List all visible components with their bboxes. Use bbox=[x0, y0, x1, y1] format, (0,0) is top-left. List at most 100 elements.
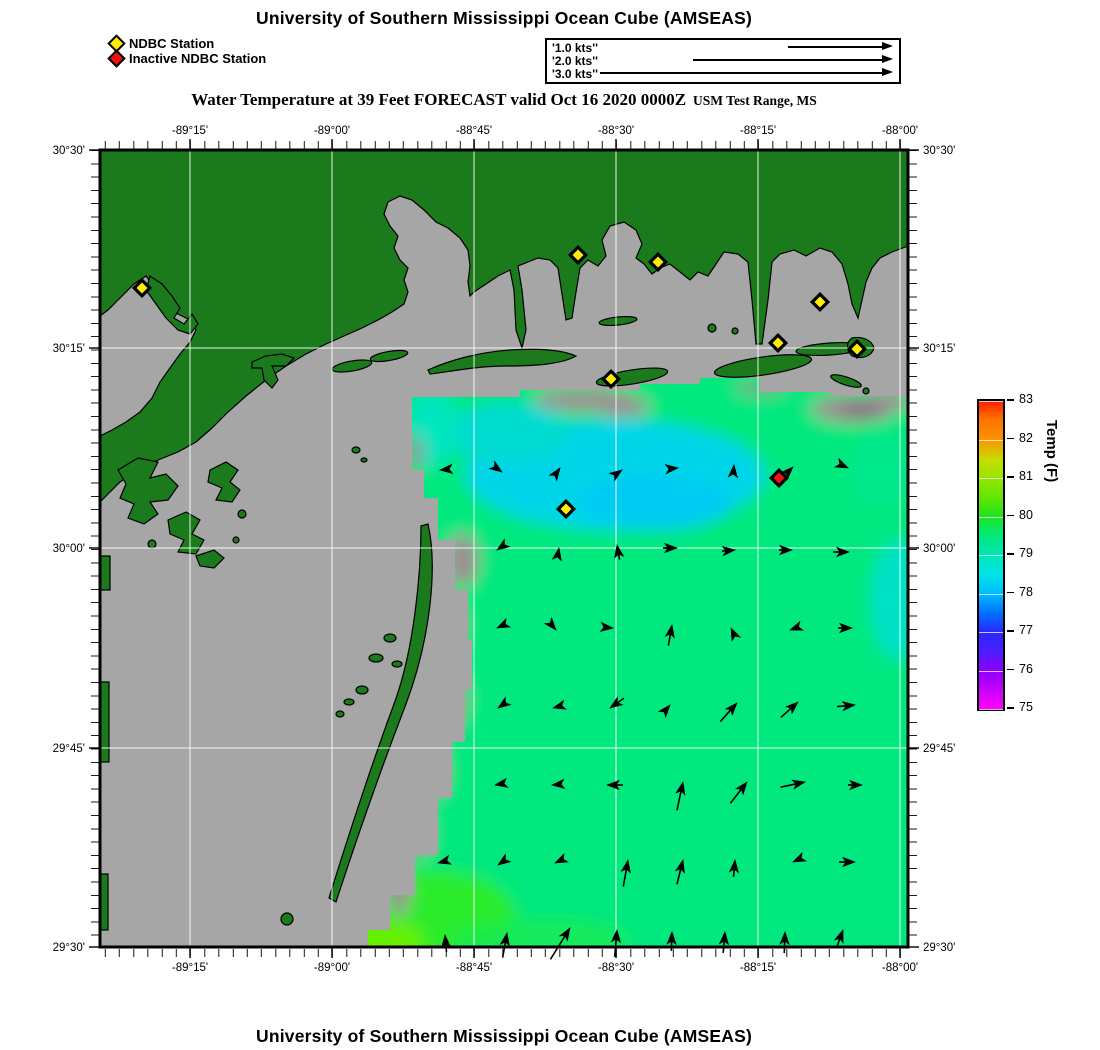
station-legend: NDBC Station Inactive NDBC Station bbox=[107, 34, 266, 68]
current-arrow bbox=[848, 779, 863, 791]
arrow-head-icon bbox=[724, 702, 738, 717]
longitude-label-top: -88°15' bbox=[740, 125, 776, 137]
latitude-label-left: 29°30' bbox=[53, 942, 85, 954]
current-arrow bbox=[497, 696, 512, 709]
arrow-head-icon bbox=[675, 781, 686, 796]
arrow-head-icon bbox=[780, 466, 794, 480]
chandeleur-islands bbox=[328, 523, 433, 903]
arrow-head-icon bbox=[608, 469, 623, 482]
colorbar-tick bbox=[1007, 553, 1014, 555]
arrow-head-icon bbox=[558, 927, 571, 942]
colorbar-gridline bbox=[979, 555, 1003, 556]
arrow-head-icon bbox=[606, 779, 620, 791]
chandeleur-islet bbox=[391, 660, 403, 668]
delta-sliver bbox=[100, 873, 109, 931]
latitude-label-left: 30°30' bbox=[53, 145, 85, 157]
arrow-head-icon bbox=[779, 931, 790, 946]
current-arrow bbox=[730, 627, 742, 642]
inactive-ndbc-station-marker-icon bbox=[768, 467, 790, 489]
current-arrow bbox=[543, 616, 557, 631]
arrow-head-icon bbox=[834, 457, 849, 469]
longitude-label-bottom: -88°15' bbox=[740, 962, 776, 974]
arrow-head-icon bbox=[664, 542, 678, 554]
marsh-islet bbox=[232, 536, 240, 544]
colorbar-tick-label: 82 bbox=[1019, 430, 1033, 445]
colorbar-gridline bbox=[979, 401, 1003, 402]
arrow-head-icon bbox=[488, 460, 503, 473]
map-area bbox=[100, 150, 908, 947]
arrow-head-icon bbox=[792, 851, 807, 863]
current-vectors bbox=[437, 457, 863, 960]
latitude-label-right: 30°00' bbox=[923, 543, 955, 555]
current-arrow bbox=[552, 699, 567, 710]
arrow-head-icon bbox=[841, 700, 856, 712]
current-arrow bbox=[834, 457, 849, 469]
colorbar-tick-label: 83 bbox=[1019, 392, 1033, 406]
current-arrow bbox=[437, 854, 452, 865]
ndbc-station-marker bbox=[600, 368, 622, 390]
current-arrow bbox=[439, 463, 454, 475]
current-arrow bbox=[549, 927, 571, 960]
current-arrow bbox=[721, 545, 736, 557]
colorbar-tick-label: 80 bbox=[1019, 507, 1033, 522]
subtitle-main: Water Temperature at 39 Feet FORECAST va… bbox=[191, 90, 687, 109]
colorbar-tick-label: 77 bbox=[1019, 623, 1033, 637]
current-arrow bbox=[548, 467, 561, 482]
current-arrow bbox=[614, 544, 625, 560]
colorbar-tick bbox=[1007, 399, 1014, 401]
marsh-islet bbox=[147, 539, 157, 549]
arrow-head-icon bbox=[439, 463, 454, 475]
arrow-head-icon bbox=[494, 777, 509, 788]
small-islet bbox=[280, 912, 294, 926]
marsh-islands bbox=[167, 511, 205, 555]
longitude-label-top: -89°15' bbox=[172, 125, 208, 137]
arrow-head-icon bbox=[730, 627, 742, 642]
arrow-head-icon bbox=[497, 696, 512, 709]
current-arrow bbox=[839, 856, 856, 868]
ndbc-station-marker-icon bbox=[809, 291, 831, 313]
arrow-tail bbox=[780, 706, 794, 718]
ndbc-station-marker-icon bbox=[647, 251, 669, 273]
arrow-head-icon bbox=[554, 852, 569, 864]
scale-label: '3.0 kts'' bbox=[552, 66, 598, 81]
arrow-tail bbox=[729, 787, 744, 804]
current-arrow bbox=[440, 934, 452, 953]
colorbar-gridline bbox=[979, 709, 1003, 710]
ndbc-station-marker bbox=[767, 332, 789, 354]
scale-row: '1.0 kts'' bbox=[552, 41, 598, 55]
ndbc-station-marker-icon bbox=[555, 498, 577, 520]
arrow-head-icon bbox=[440, 934, 452, 949]
arrow-tail bbox=[719, 707, 733, 723]
chandeleur-islet bbox=[368, 653, 384, 663]
arrow-head-icon bbox=[849, 779, 863, 791]
ndbc-station-marker-icon bbox=[846, 338, 868, 360]
current-arrow bbox=[728, 859, 740, 878]
page-title: University of Southern Mississippi Ocean… bbox=[255, 8, 753, 28]
colorbar-tick-label: 76 bbox=[1019, 661, 1033, 676]
colorbar-tick bbox=[1007, 668, 1014, 671]
arrow-head-icon bbox=[727, 464, 739, 479]
chandeleur-islet bbox=[355, 685, 369, 695]
current-arrow bbox=[554, 852, 569, 864]
marsh-islands bbox=[195, 549, 225, 569]
chandeleur-islet bbox=[383, 633, 397, 643]
arrow-tail bbox=[501, 939, 507, 958]
latitude-label-left: 30°15' bbox=[53, 343, 85, 355]
scale-arrow-head-icon bbox=[882, 55, 893, 63]
ndbc-station-marker-icon bbox=[600, 368, 622, 390]
arrow-head-icon bbox=[437, 854, 452, 865]
current-arrow bbox=[666, 931, 677, 952]
longitude-label-top: -89°00' bbox=[314, 125, 350, 137]
current-arrow bbox=[789, 620, 804, 631]
arrow-head-icon bbox=[779, 544, 793, 556]
current-arrow bbox=[674, 859, 685, 885]
current-arrow bbox=[497, 853, 512, 866]
land-masses bbox=[100, 150, 908, 931]
arrow-head-icon bbox=[610, 929, 622, 944]
colorbar-tick-label: 78 bbox=[1019, 584, 1033, 599]
colorbar-gridline bbox=[979, 478, 1003, 479]
latitude-label-left: 29°45' bbox=[53, 743, 85, 755]
major-ticks bbox=[89, 139, 919, 958]
latitude-label-right: 29°45' bbox=[923, 743, 955, 755]
